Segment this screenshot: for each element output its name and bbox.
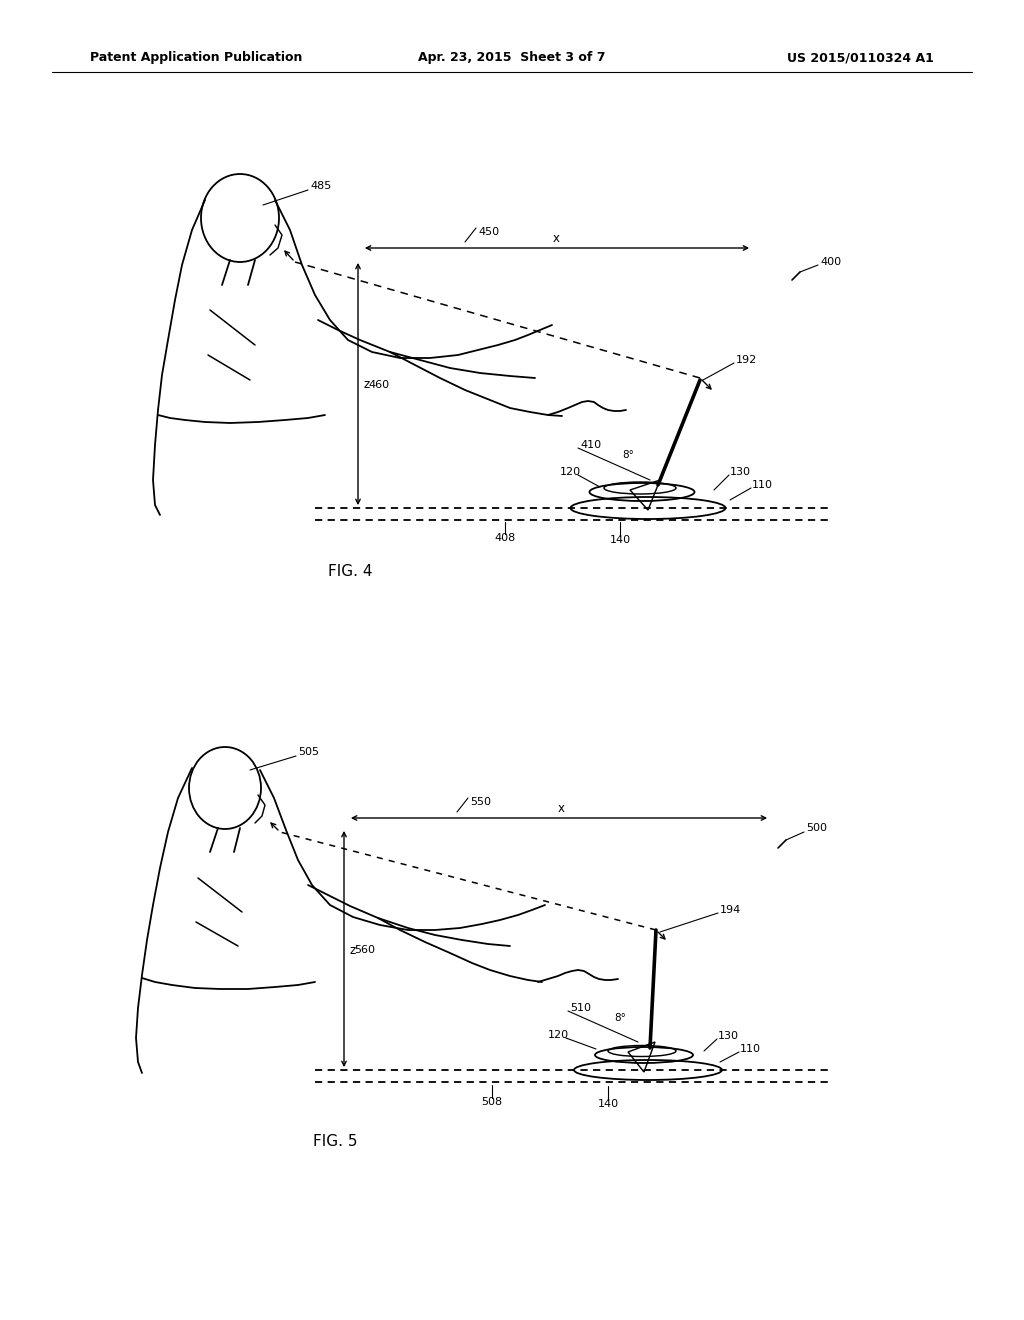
Text: 8°: 8° (622, 450, 634, 459)
Text: 110: 110 (740, 1044, 761, 1053)
Text: 110: 110 (752, 480, 773, 490)
Text: 130: 130 (718, 1031, 739, 1041)
Text: 192: 192 (736, 355, 758, 366)
Text: 410: 410 (580, 440, 601, 450)
Text: 140: 140 (597, 1100, 618, 1109)
Text: 550: 550 (470, 797, 490, 807)
Text: 194: 194 (720, 906, 741, 915)
Text: US 2015/0110324 A1: US 2015/0110324 A1 (787, 51, 934, 65)
Text: 140: 140 (609, 535, 631, 545)
Text: 560: 560 (354, 945, 375, 954)
Text: 8°: 8° (614, 1012, 626, 1023)
Text: z: z (362, 379, 370, 392)
Text: 450: 450 (478, 227, 499, 238)
Text: Apr. 23, 2015  Sheet 3 of 7: Apr. 23, 2015 Sheet 3 of 7 (418, 51, 606, 65)
Text: Patent Application Publication: Patent Application Publication (90, 51, 302, 65)
Text: 500: 500 (806, 822, 827, 833)
Text: x: x (558, 801, 565, 814)
Text: 120: 120 (560, 467, 582, 477)
Text: 485: 485 (310, 181, 331, 191)
Text: FIG. 4: FIG. 4 (328, 565, 373, 579)
Text: 460: 460 (368, 380, 389, 389)
Text: 130: 130 (730, 467, 751, 477)
Text: 508: 508 (481, 1097, 503, 1107)
Text: 408: 408 (495, 533, 516, 543)
Text: 400: 400 (820, 257, 841, 267)
Text: z: z (349, 944, 355, 957)
Text: 120: 120 (548, 1030, 569, 1040)
Text: x: x (553, 231, 560, 244)
Text: 510: 510 (570, 1003, 591, 1012)
Text: FIG. 5: FIG. 5 (312, 1134, 357, 1150)
Text: 505: 505 (298, 747, 319, 756)
